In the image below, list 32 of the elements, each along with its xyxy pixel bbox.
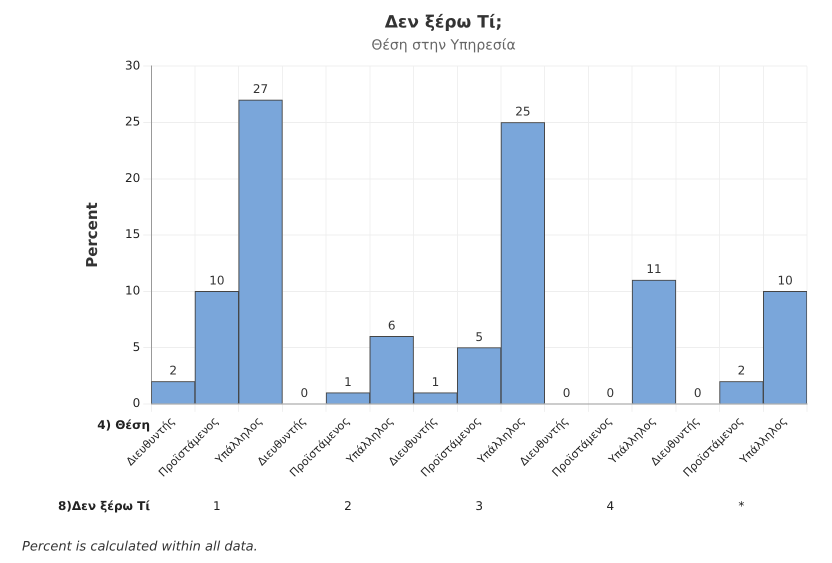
data-label: 0 xyxy=(606,386,614,400)
data-label: 1 xyxy=(344,374,352,389)
y-tick-label: 0 xyxy=(132,396,140,410)
data-label: 25 xyxy=(515,104,530,119)
text: 3 xyxy=(475,499,483,514)
data-label: 10 xyxy=(778,273,793,288)
data-label: 5 xyxy=(475,330,483,344)
data-label: 1 xyxy=(432,374,440,389)
data-label: 2 xyxy=(738,364,746,378)
data-label: 2 xyxy=(169,364,177,378)
chart-title: Δεν ξέρω Τί; xyxy=(384,12,502,33)
text: 1 xyxy=(213,499,221,514)
data-label: 0 xyxy=(300,386,308,400)
data-label: 11 xyxy=(646,262,662,276)
y-axis-title: Percent xyxy=(82,202,101,268)
y-tick-label: 15 xyxy=(124,227,140,242)
chart-subtitle: Θέση στην Υπηρεσία xyxy=(371,37,516,54)
data-label: 10 xyxy=(209,273,224,288)
text: 4 xyxy=(606,499,614,514)
y-tick-label: 5 xyxy=(132,340,140,354)
text: * xyxy=(738,499,744,514)
data-label: 6 xyxy=(388,318,396,333)
y-tick-label: 25 xyxy=(124,114,140,129)
y-tick-label: 20 xyxy=(124,170,140,185)
y-tick-label: 10 xyxy=(124,283,140,298)
data-label: 0 xyxy=(694,386,702,400)
text: 8)Δεν ξέρω Τί xyxy=(58,499,150,514)
data-label: 27 xyxy=(252,82,268,96)
y-tick-label: 30 xyxy=(124,58,140,72)
text: 2 xyxy=(344,499,352,514)
text: Percent is calculated within all data. xyxy=(22,539,258,554)
data-label: 0 xyxy=(562,386,570,400)
